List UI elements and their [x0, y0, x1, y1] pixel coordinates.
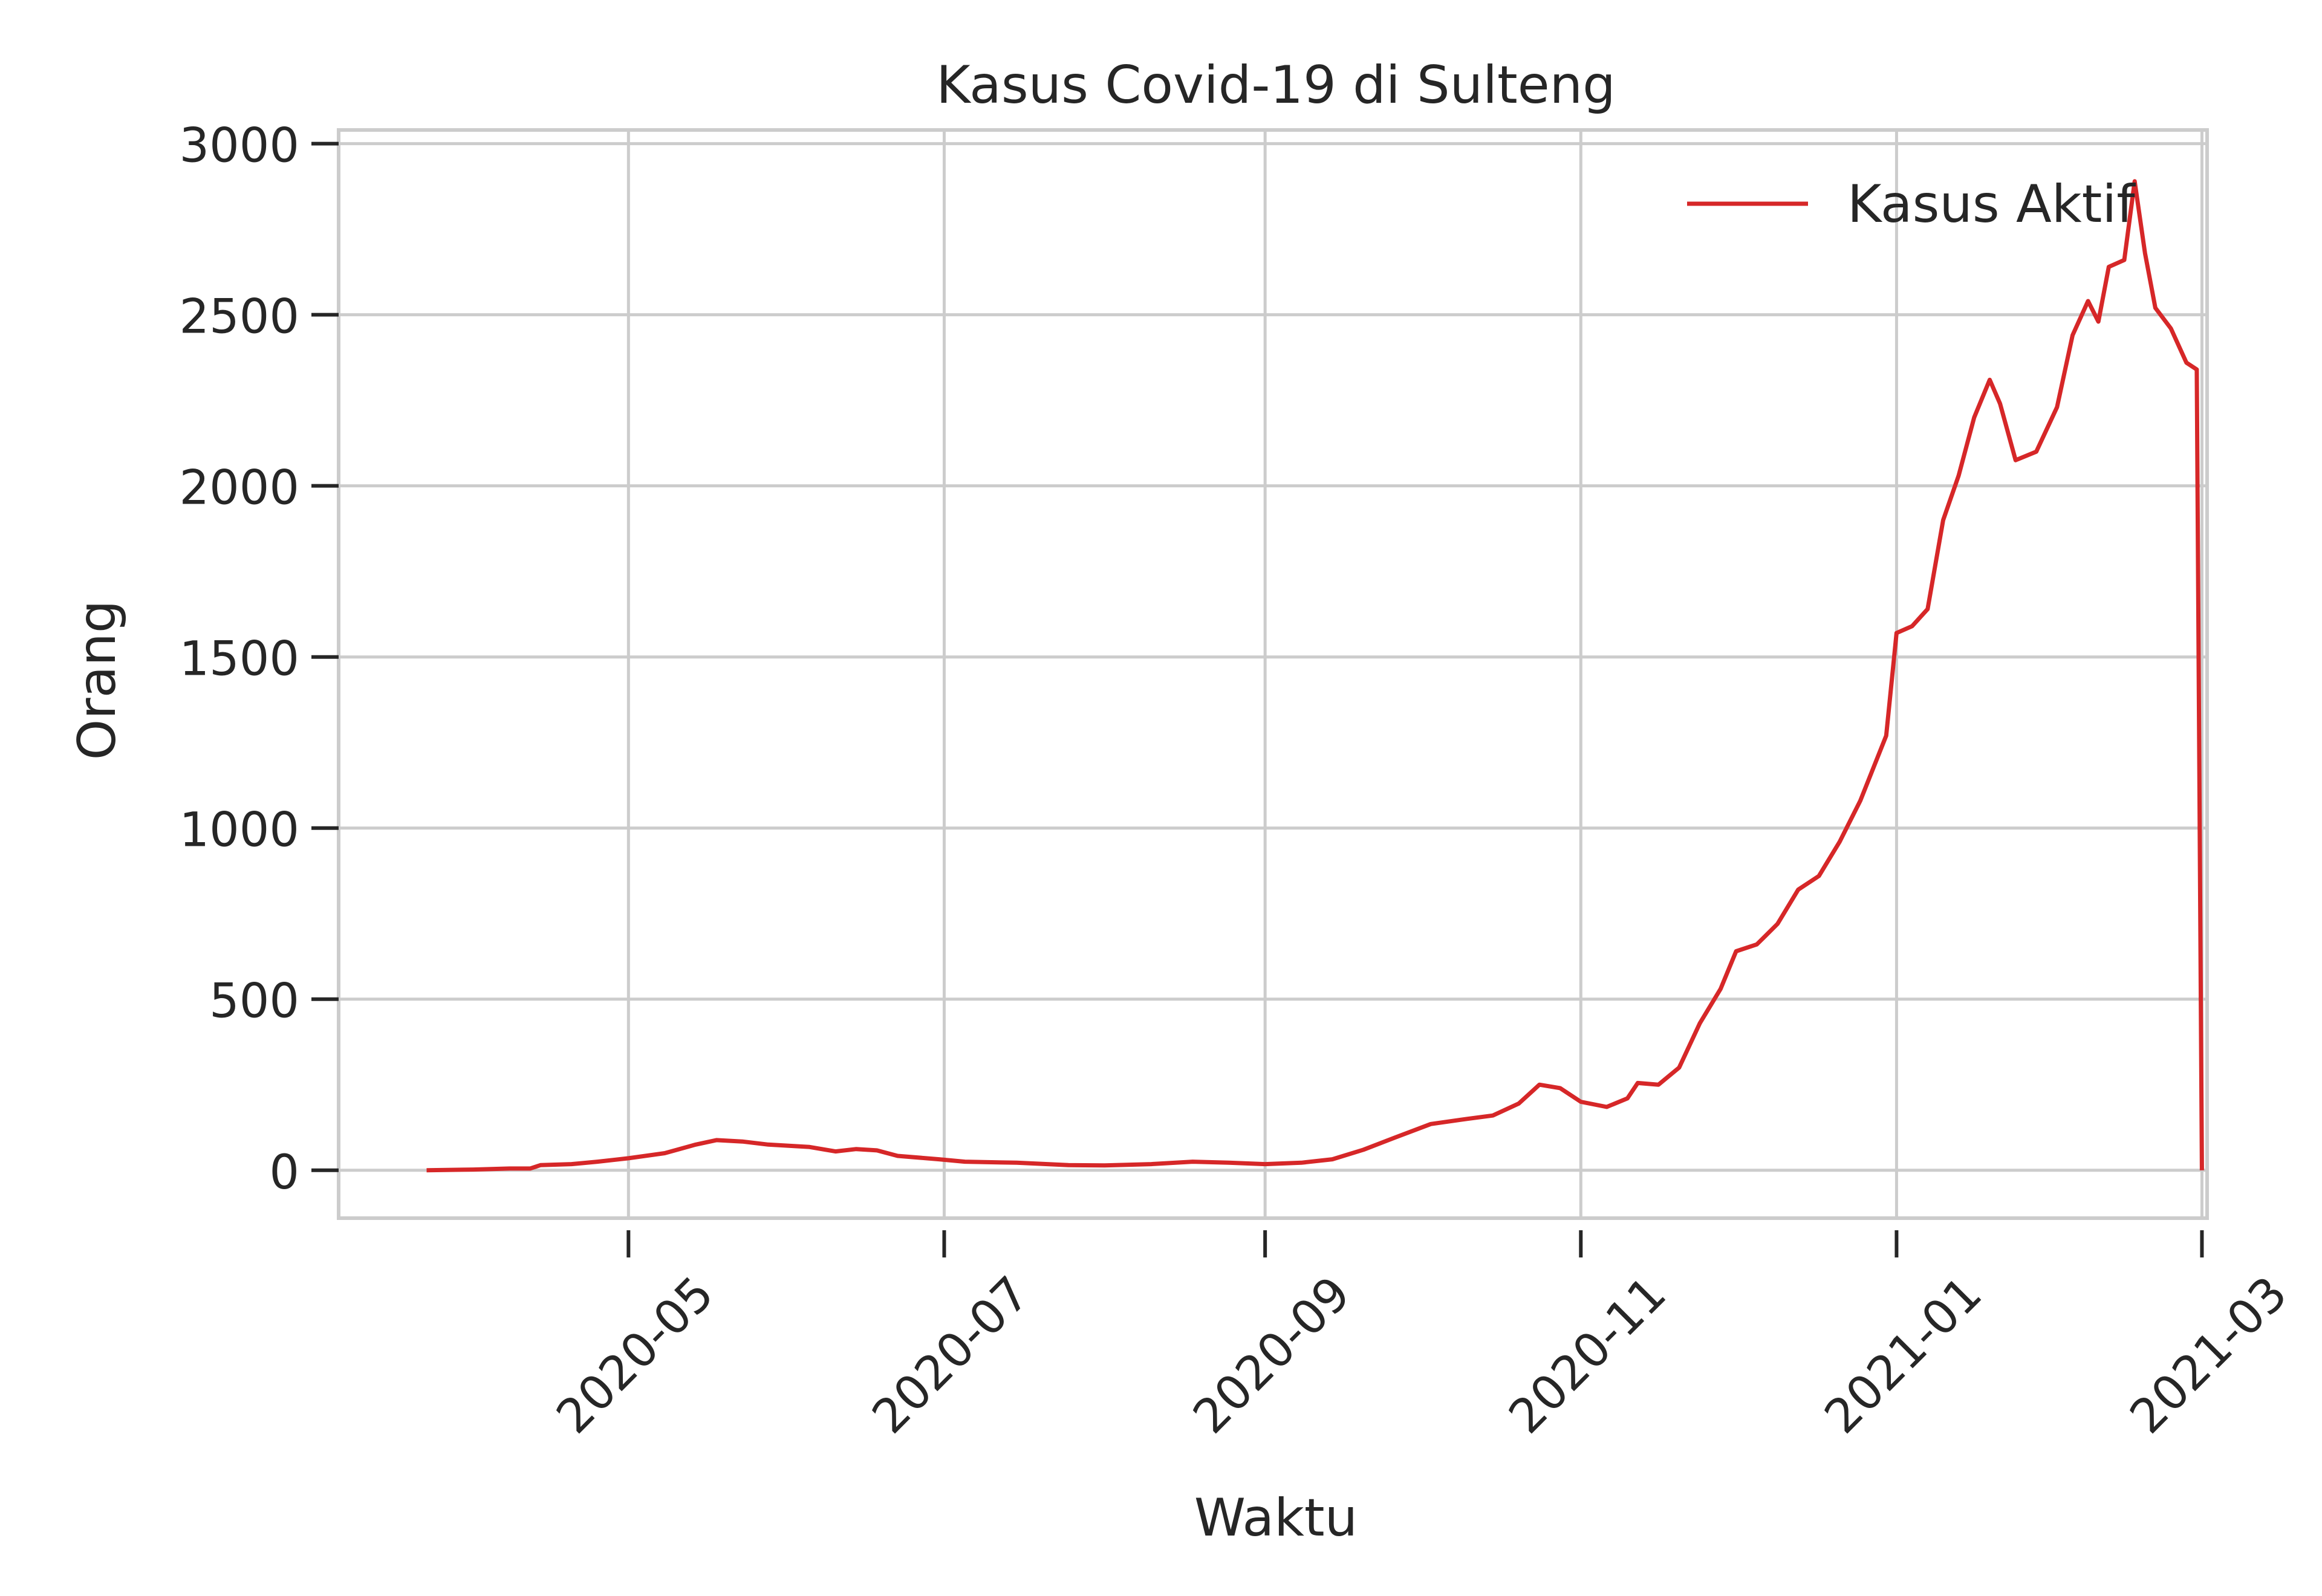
chart-title: Kasus Covid-19 di Sulteng	[936, 55, 1615, 115]
y-axis-ticks: 0 500 1000 1500 2000 2500 3000	[179, 119, 339, 1200]
y-tick-label: 500	[209, 975, 299, 1029]
y-tick-label: 2500	[179, 290, 299, 345]
plot-frame	[337, 128, 2209, 1220]
legend: Kasus Aktif	[1687, 174, 2136, 235]
y-axis-label: Orang	[67, 600, 128, 761]
x-axis-label: Waktu	[1194, 1488, 1358, 1548]
y-tick-label: 0	[269, 1146, 299, 1200]
y-tick-label: 1500	[179, 632, 299, 687]
y-tick-label: 3000	[179, 119, 299, 174]
legend-label-kasus-aktif: Kasus Aktif	[1847, 174, 2136, 235]
y-tick-label: 1000	[179, 803, 299, 858]
series-line-kasus-aktif	[426, 179, 2204, 1173]
y-tick-label: 2000	[179, 461, 299, 516]
x-gridlines	[626, 130, 2203, 1218]
series-layer	[426, 179, 2204, 1173]
